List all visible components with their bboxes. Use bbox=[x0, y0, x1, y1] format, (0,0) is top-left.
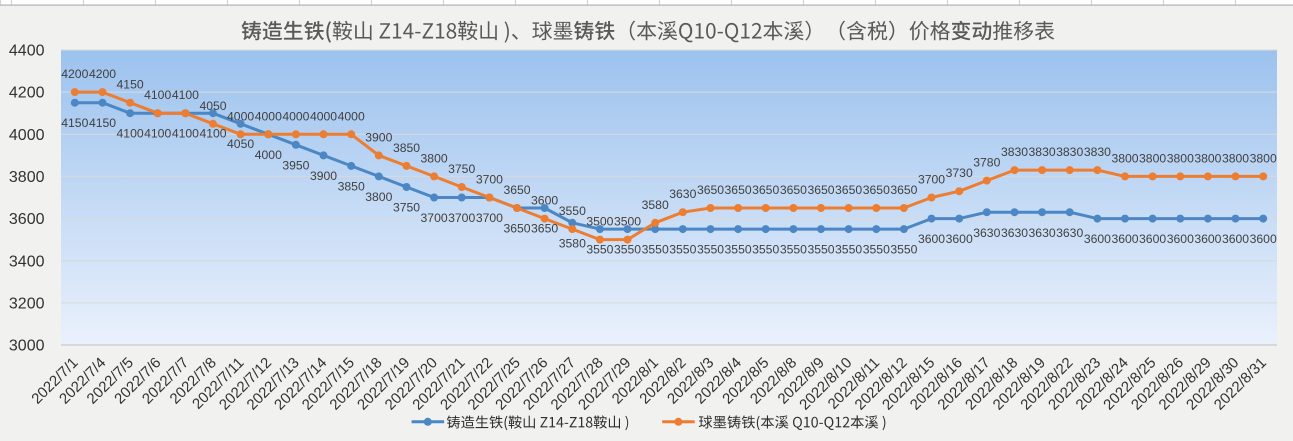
svg-text:3600: 3600 bbox=[1139, 232, 1166, 246]
svg-text:3550: 3550 bbox=[890, 243, 917, 257]
svg-text:3550: 3550 bbox=[725, 243, 752, 257]
svg-text:3650: 3650 bbox=[531, 222, 558, 236]
svg-text:3630: 3630 bbox=[1001, 226, 1028, 240]
svg-text:4200: 4200 bbox=[89, 67, 116, 81]
svg-text:3700: 3700 bbox=[448, 211, 475, 225]
svg-text:3600: 3600 bbox=[1194, 232, 1221, 246]
svg-text:3550: 3550 bbox=[697, 243, 724, 257]
svg-text:3600: 3600 bbox=[1167, 232, 1194, 246]
svg-text:3650: 3650 bbox=[780, 183, 807, 197]
svg-text:3600: 3600 bbox=[946, 232, 973, 246]
svg-text:3800: 3800 bbox=[1194, 151, 1221, 165]
svg-text:4100: 4100 bbox=[172, 127, 199, 141]
svg-text:3650: 3650 bbox=[503, 183, 530, 197]
svg-text:3780: 3780 bbox=[973, 156, 1000, 170]
svg-text:3650: 3650 bbox=[863, 183, 890, 197]
svg-text:4000: 4000 bbox=[310, 109, 337, 123]
svg-text:3650: 3650 bbox=[890, 183, 917, 197]
svg-text:3830: 3830 bbox=[1056, 145, 1083, 159]
svg-text:4000: 4000 bbox=[255, 148, 282, 162]
svg-text:3700: 3700 bbox=[476, 173, 503, 187]
svg-text:4100: 4100 bbox=[172, 88, 199, 102]
svg-text:4150: 4150 bbox=[117, 78, 144, 92]
svg-text:4100: 4100 bbox=[144, 127, 171, 141]
svg-text:3800: 3800 bbox=[1222, 151, 1249, 165]
svg-text:3000: 3000 bbox=[9, 338, 45, 355]
svg-text:3580: 3580 bbox=[559, 236, 586, 250]
svg-text:3550: 3550 bbox=[642, 243, 669, 257]
svg-text:3630: 3630 bbox=[669, 187, 696, 201]
svg-text:3650: 3650 bbox=[807, 183, 834, 197]
svg-text:3830: 3830 bbox=[1001, 145, 1028, 159]
svg-text:3950: 3950 bbox=[282, 158, 309, 172]
svg-text:3800: 3800 bbox=[1250, 151, 1277, 165]
svg-text:3650: 3650 bbox=[752, 183, 779, 197]
svg-text:3700: 3700 bbox=[918, 173, 945, 187]
svg-text:4200: 4200 bbox=[61, 67, 88, 81]
svg-text:4000: 4000 bbox=[338, 109, 365, 123]
svg-text:3900: 3900 bbox=[310, 169, 337, 183]
svg-text:3600: 3600 bbox=[1084, 232, 1111, 246]
svg-text:3600: 3600 bbox=[1111, 232, 1138, 246]
svg-text:3550: 3550 bbox=[807, 243, 834, 257]
svg-text:3650: 3650 bbox=[835, 183, 862, 197]
svg-text:3630: 3630 bbox=[1056, 226, 1083, 240]
svg-text:3550: 3550 bbox=[559, 204, 586, 218]
svg-text:3800: 3800 bbox=[9, 169, 45, 186]
svg-text:3550: 3550 bbox=[835, 243, 862, 257]
svg-text:4400: 4400 bbox=[9, 43, 45, 60]
svg-text:3830: 3830 bbox=[1084, 145, 1111, 159]
svg-text:3550: 3550 bbox=[752, 243, 779, 257]
svg-text:3800: 3800 bbox=[1167, 151, 1194, 165]
svg-text:3500: 3500 bbox=[586, 215, 613, 229]
svg-text:3830: 3830 bbox=[1029, 145, 1056, 159]
svg-text:4000: 4000 bbox=[227, 109, 254, 123]
svg-text:4100: 4100 bbox=[117, 127, 144, 141]
svg-text:3550: 3550 bbox=[669, 243, 696, 257]
svg-text:3200: 3200 bbox=[9, 296, 45, 313]
svg-text:3730: 3730 bbox=[946, 166, 973, 180]
svg-text:3550: 3550 bbox=[780, 243, 807, 257]
svg-text:3700: 3700 bbox=[421, 211, 448, 225]
svg-text:3750: 3750 bbox=[448, 162, 475, 176]
svg-text:3600: 3600 bbox=[1222, 232, 1249, 246]
svg-text:4050: 4050 bbox=[199, 99, 226, 113]
svg-text:4000: 4000 bbox=[282, 109, 309, 123]
svg-text:4100: 4100 bbox=[144, 88, 171, 102]
svg-text:3550: 3550 bbox=[586, 243, 613, 257]
svg-text:3650: 3650 bbox=[697, 183, 724, 197]
svg-text:4150: 4150 bbox=[61, 116, 88, 130]
svg-text:4000: 4000 bbox=[255, 109, 282, 123]
svg-text:4000: 4000 bbox=[9, 127, 45, 144]
svg-text:3600: 3600 bbox=[1250, 232, 1277, 246]
svg-text:3650: 3650 bbox=[503, 222, 530, 236]
svg-text:3900: 3900 bbox=[365, 130, 392, 144]
svg-text:3750: 3750 bbox=[393, 201, 420, 215]
svg-text:3850: 3850 bbox=[338, 179, 365, 193]
svg-text:3800: 3800 bbox=[421, 151, 448, 165]
svg-text:3550: 3550 bbox=[614, 243, 641, 257]
svg-text:3700: 3700 bbox=[476, 211, 503, 225]
svg-text:3630: 3630 bbox=[973, 226, 1000, 240]
svg-text:4100: 4100 bbox=[199, 127, 226, 141]
svg-text:3580: 3580 bbox=[642, 198, 669, 212]
svg-text:3800: 3800 bbox=[1111, 151, 1138, 165]
svg-text:3400: 3400 bbox=[9, 253, 45, 270]
svg-text:3600: 3600 bbox=[918, 232, 945, 246]
svg-text:3650: 3650 bbox=[725, 183, 752, 197]
svg-text:3600: 3600 bbox=[9, 211, 45, 228]
svg-text:4200: 4200 bbox=[9, 85, 45, 102]
svg-text:3500: 3500 bbox=[614, 215, 641, 229]
svg-text:3850: 3850 bbox=[393, 141, 420, 155]
svg-text:3800: 3800 bbox=[365, 190, 392, 204]
svg-text:3550: 3550 bbox=[863, 243, 890, 257]
svg-text:3630: 3630 bbox=[1029, 226, 1056, 240]
svg-text:3800: 3800 bbox=[1139, 151, 1166, 165]
svg-text:4150: 4150 bbox=[89, 116, 116, 130]
svg-text:3600: 3600 bbox=[531, 194, 558, 208]
svg-text:4050: 4050 bbox=[227, 137, 254, 151]
